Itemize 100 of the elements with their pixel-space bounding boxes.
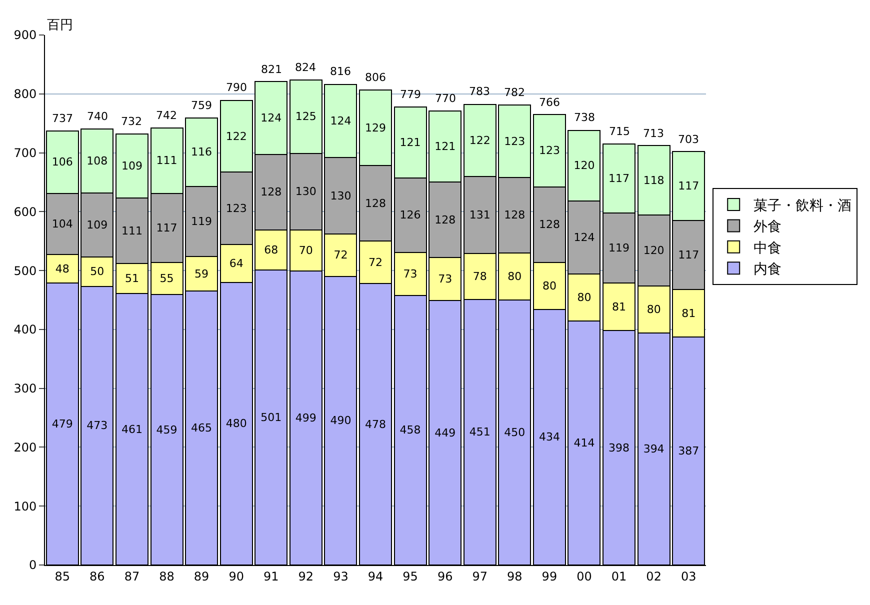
data-label: 81 [612,300,626,314]
data-label: 128 [260,186,282,199]
data-label: 119 [191,214,212,228]
data-label: 117 [608,172,630,185]
data-label: 120 [643,244,664,258]
legend-label: 内食 [754,262,782,278]
y-tick-label: 900 [14,28,37,42]
data-label: 398 [608,441,630,454]
data-label: 109 [86,218,108,232]
x-tick-label: 94 [368,569,384,584]
data-label: 387 [678,444,700,458]
total-label: 713 [643,127,664,140]
total-label: 737 [52,112,73,125]
data-label: 480 [226,417,247,430]
data-label: 414 [574,436,595,450]
data-label: 450 [504,426,526,439]
data-label: 80 [577,291,592,304]
data-label: 111 [156,154,178,168]
data-label: 461 [121,422,142,436]
data-label: 122 [469,134,490,147]
x-tick-label: 96 [437,569,453,584]
data-label: 121 [434,140,456,154]
data-label: 478 [365,418,386,431]
total-label: 779 [400,88,421,101]
data-label: 434 [538,430,560,444]
data-label: 50 [90,265,104,278]
data-label: 117 [678,248,700,262]
x-tick-label: 86 [90,569,105,584]
data-label: 80 [542,279,556,292]
data-label: 116 [191,146,212,159]
total-label: 770 [435,92,456,105]
data-label: 465 [191,422,212,435]
data-label: 72 [334,248,348,262]
x-tick-label: 98 [507,569,522,584]
y-tick-label: 100 [14,499,37,514]
data-label: 490 [330,414,352,428]
data-label: 459 [156,423,178,436]
data-label: 131 [469,208,490,222]
data-label: 499 [295,412,316,425]
data-label: 51 [124,272,139,286]
x-tick-label: 85 [54,569,70,584]
total-label: 759 [191,99,212,112]
legend-label: 中食 [754,240,782,256]
y-tick-label: 400 [14,322,37,337]
data-label: 48 [55,262,70,276]
y-tick-label: 300 [14,382,37,396]
x-tick-label: 03 [680,569,696,584]
x-tick-label: 92 [298,569,314,584]
data-label: 80 [646,302,661,316]
data-label: 119 [608,241,630,254]
data-label: 81 [682,306,696,320]
data-label: 104 [52,218,73,231]
y-tick-label: 800 [14,87,37,102]
data-label: 125 [295,110,316,124]
data-label: 479 [52,417,73,430]
data-label: 73 [403,267,418,280]
x-tick-label: 88 [159,569,174,584]
data-label: 123 [226,202,247,215]
total-label: 783 [469,85,490,98]
data-label: 73 [438,272,452,286]
x-tick-label: 89 [194,569,210,584]
data-label: 80 [508,270,522,283]
data-label: 111 [121,224,142,238]
data-label: 124 [260,112,282,125]
data-label: 59 [194,267,209,280]
y-tick-label: 0 [28,558,37,572]
total-label: 824 [295,61,316,74]
data-label: 501 [260,410,282,424]
x-tick-label: 02 [646,569,662,584]
data-label: 68 [264,243,278,256]
total-label: 806 [365,71,386,84]
total-label: 732 [121,115,142,128]
total-label: 790 [226,81,247,94]
data-label: 117 [678,180,700,193]
data-label: 449 [434,426,456,440]
data-label: 121 [400,136,421,149]
total-label: 715 [609,125,630,138]
data-label: 126 [400,208,421,222]
data-label: 78 [472,270,487,283]
data-label: 117 [156,221,178,234]
x-tick-label: 91 [263,569,279,584]
data-label: 128 [434,213,456,226]
total-label: 821 [261,63,282,76]
y-tick-label: 200 [14,440,37,454]
x-tick-label: 95 [402,569,418,584]
data-label: 130 [330,189,352,202]
y-axis-title: 百円 [47,18,73,33]
data-label: 120 [574,159,595,172]
data-label: 109 [121,160,142,173]
y-tick-label: 600 [14,204,37,219]
data-label: 64 [229,256,244,270]
legend-label: 菓子・飲料・酒 [754,198,852,214]
x-tick-label: 99 [542,569,558,584]
total-label: 740 [87,110,108,123]
total-label: 742 [156,109,177,122]
x-tick-label: 90 [228,569,244,584]
data-label: 123 [538,144,560,158]
data-label: 129 [365,121,386,134]
data-label: 122 [226,130,247,143]
data-label: 130 [295,185,316,198]
